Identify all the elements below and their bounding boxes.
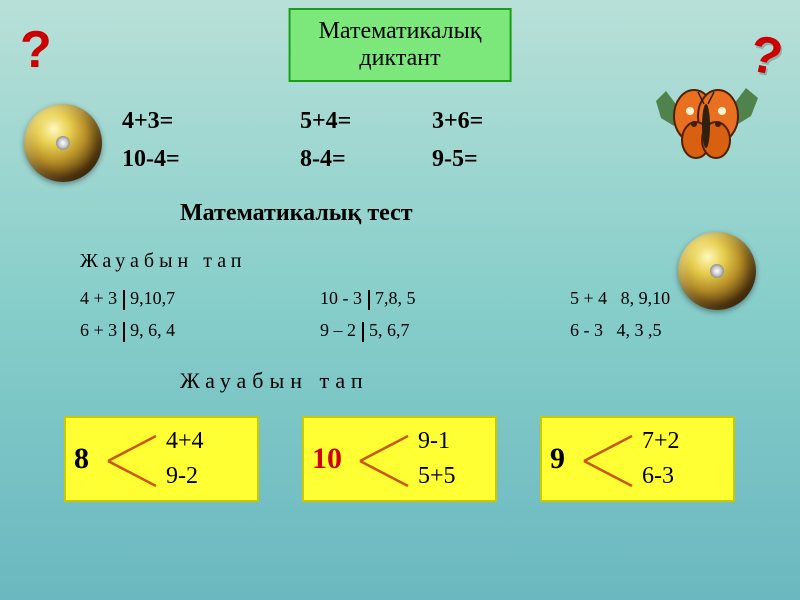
test-expr: 10 - 3 xyxy=(320,288,362,308)
test-item: 10 - 3 7,8, 5 xyxy=(320,288,416,310)
card-expr-bot: 5+5 xyxy=(418,463,456,490)
test-opts: 9, 6, 4 xyxy=(130,320,175,340)
card-expr-bot: 6-3 xyxy=(642,463,674,490)
equation: 5+4= xyxy=(300,108,351,135)
test-expr: 4 + 3 xyxy=(80,288,117,308)
equation: 10-4= xyxy=(122,146,180,173)
gold-disc-icon xyxy=(24,104,102,182)
test-expr: 5 + 4 xyxy=(570,288,607,308)
gold-disc-icon xyxy=(678,232,756,310)
equation: 8-4= xyxy=(300,146,346,173)
card-expr-top: 7+2 xyxy=(642,428,680,455)
answer-card: 9 7+2 6-3 xyxy=(540,416,735,502)
equation: 3+6= xyxy=(432,108,483,135)
answer-card: 8 4+4 9-2 xyxy=(64,416,259,502)
test-item: 5 + 4 8, 9,10 xyxy=(570,288,670,309)
answer-card: 10 9-1 5+5 xyxy=(302,416,497,502)
branch-icon xyxy=(580,418,640,504)
card-result: 10 xyxy=(312,442,342,476)
card-expr-bot: 9-2 xyxy=(166,463,198,490)
subtitle: Математикалық тест xyxy=(180,200,413,227)
title-line1: Математикалық xyxy=(319,18,482,45)
test-expr: 9 – 2 xyxy=(320,320,356,340)
test-expr: 6 + 3 xyxy=(80,320,117,340)
instruction: Жауабын тап xyxy=(80,250,247,273)
butterfly-icon xyxy=(646,76,766,171)
test-opts: 7,8, 5 xyxy=(375,288,416,308)
test-opts: 5, 6,7 xyxy=(369,320,410,340)
equation: 9-5= xyxy=(432,146,478,173)
card-result: 8 xyxy=(74,442,89,476)
test-item: 9 – 2 5, 6,7 xyxy=(320,320,410,342)
branch-icon xyxy=(356,418,416,504)
instruction2: Жауабын тап xyxy=(180,368,369,394)
question-mark-left: ? xyxy=(20,20,52,80)
test-item: 4 + 3 9,10,7 xyxy=(80,288,175,310)
test-item: 6 + 3 9, 6, 4 xyxy=(80,320,175,342)
equation: 4+3= xyxy=(122,108,173,135)
card-expr-top: 4+4 xyxy=(166,428,204,455)
test-opts: 4, 3 ,5 xyxy=(617,320,662,340)
title-box: Математикалық диктант xyxy=(289,8,512,82)
test-opts: 8, 9,10 xyxy=(621,288,671,308)
card-result: 9 xyxy=(550,442,565,476)
branch-icon xyxy=(104,418,164,504)
test-expr: 6 - 3 xyxy=(570,320,603,340)
card-expr-top: 9-1 xyxy=(418,428,450,455)
title-line2: диктант xyxy=(319,45,482,72)
test-item: 6 - 3 4, 3 ,5 xyxy=(570,320,662,341)
test-opts: 9,10,7 xyxy=(130,288,175,308)
